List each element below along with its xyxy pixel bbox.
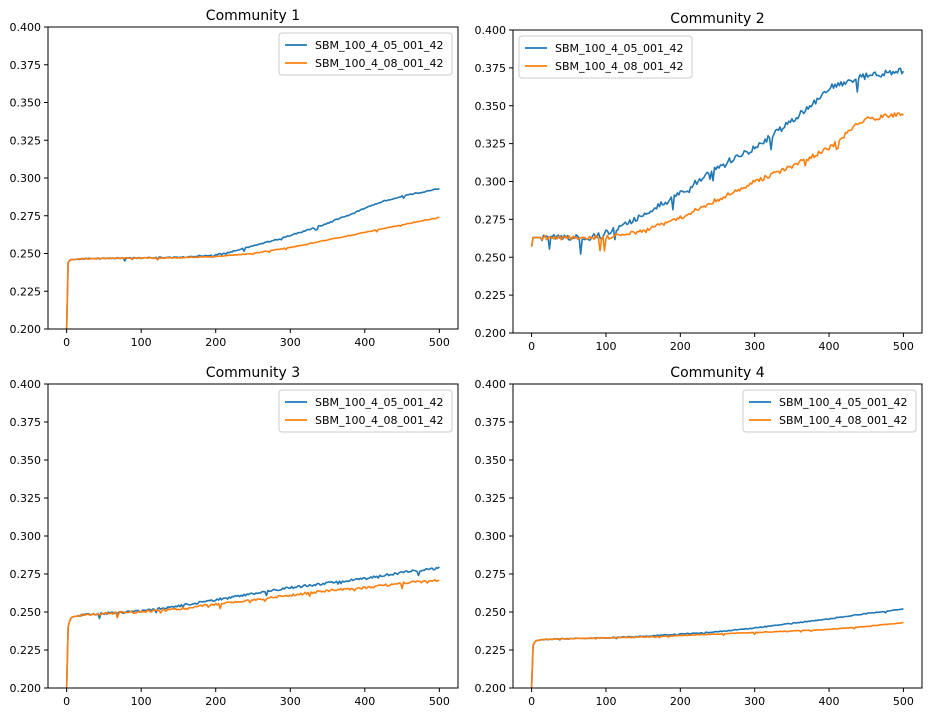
- legend: SBM_100_4_05_001_42 SBM_100_4_08_001_42: [278, 389, 453, 433]
- y-tick-label: 0.300: [10, 172, 42, 185]
- x-tick-label: 300: [280, 695, 301, 708]
- x-tick-label: 500: [893, 695, 914, 708]
- y-tick-label: 0.350: [475, 454, 507, 467]
- series-line-2: [65, 216, 440, 329]
- chart-title: Community 1: [206, 8, 300, 24]
- series-line-2: [530, 621, 904, 688]
- x-tick-label: 200: [670, 695, 691, 708]
- y-tick-label: 0.250: [475, 251, 507, 264]
- y-tick-label: 0.225: [475, 644, 507, 657]
- y-tick-label: 0.350: [10, 454, 42, 467]
- legend-label-1: SBM_100_4_05_001_42: [555, 42, 684, 55]
- y-tick-label: 0.375: [10, 416, 42, 429]
- legend-box: [278, 32, 453, 76]
- y-tick-label: 0.275: [475, 568, 507, 581]
- y-tick-label: 0.375: [475, 62, 507, 75]
- y-tick-label: 0.225: [10, 644, 42, 657]
- x-tick-label: 500: [429, 695, 450, 708]
- legend-label-1: SBM_100_4_05_001_42: [315, 39, 444, 52]
- legend: SBM_100_4_05_001_42 SBM_100_4_08_001_42: [742, 389, 917, 433]
- x-tick-label: 0: [63, 336, 70, 349]
- series-line-2: [65, 578, 440, 688]
- y-tick-label: 0.300: [475, 530, 507, 543]
- chart-title: Community 3: [206, 365, 300, 381]
- chart-title: Community 4: [670, 365, 764, 381]
- x-tick-label: 100: [131, 695, 152, 708]
- x-tick-label: 300: [280, 336, 301, 349]
- x-tick-label: 100: [131, 336, 152, 349]
- legend-label-1: SBM_100_4_05_001_42: [315, 396, 444, 409]
- y-tick-label: 0.400: [475, 378, 507, 391]
- x-tick-label: 100: [595, 340, 616, 353]
- y-tick-label: 0.300: [475, 176, 507, 189]
- x-tick-label: 0: [63, 695, 70, 708]
- y-tick-label: 0.300: [10, 530, 42, 543]
- y-tick-label: 0.275: [475, 213, 507, 226]
- series-line-1: [530, 67, 905, 255]
- chart-panel-4: Community 4 0 100 200 300 400 500 0.200 0.225 0.2…: [475, 365, 923, 708]
- legend: SBM_100_4_05_001_42 SBM_100_4_08_001_42: [278, 32, 453, 76]
- series-line-1: [530, 607, 904, 688]
- x-tick-label: 0: [528, 340, 535, 353]
- y-tick-label: 0.250: [10, 248, 42, 261]
- y-tick-label: 0.350: [475, 100, 507, 113]
- x-tick-label: 400: [354, 336, 375, 349]
- legend: SBM_100_4_05_001_42 SBM_100_4_08_001_42: [518, 35, 693, 79]
- legend-box: [742, 389, 917, 433]
- legend-label-1: SBM_100_4_05_001_42: [779, 396, 908, 409]
- x-tick-label: 400: [354, 695, 375, 708]
- y-tick-label: 0.375: [10, 59, 42, 72]
- x-tick-label: 200: [670, 340, 691, 353]
- chart-panel-1: Community 1 0 100 200 300 400 500 0.200 0.225 0.2…: [10, 8, 459, 349]
- x-tick-label: 400: [819, 340, 840, 353]
- y-tick-label: 0.200: [10, 682, 42, 695]
- y-tick-label: 0.275: [10, 568, 42, 581]
- x-tick-label: 0: [528, 695, 535, 708]
- legend-box: [518, 35, 693, 79]
- y-tick-label: 0.325: [10, 134, 42, 147]
- y-tick-label: 0.325: [10, 492, 42, 505]
- y-tick-label: 0.250: [475, 606, 507, 619]
- x-tick-label: 200: [205, 695, 226, 708]
- legend-box: [278, 389, 453, 433]
- y-tick-label: 0.225: [475, 289, 507, 302]
- x-tick-label: 500: [429, 336, 450, 349]
- series-line-1: [65, 566, 440, 688]
- x-tick-label: 100: [595, 695, 616, 708]
- chart-panel-2: Community 2 0 100 200 300 400 500 0.200 0.225 0.2…: [475, 11, 923, 353]
- y-tick-label: 0.250: [10, 606, 42, 619]
- legend-label-2: SBM_100_4_08_001_42: [315, 57, 444, 70]
- x-tick-label: 500: [893, 340, 914, 353]
- y-tick-label: 0.325: [475, 138, 507, 151]
- y-tick-label: 0.200: [475, 682, 507, 695]
- series-line-2: [530, 112, 904, 252]
- legend-label-2: SBM_100_4_08_001_42: [555, 60, 684, 73]
- y-tick-label: 0.275: [10, 210, 42, 223]
- chart-panel-3: Community 3 0 100 200 300 400 500 0.200 0.225 0.2…: [10, 365, 459, 708]
- y-tick-label: 0.400: [10, 21, 42, 34]
- legend-label-2: SBM_100_4_08_001_42: [779, 414, 908, 427]
- x-tick-label: 400: [819, 695, 840, 708]
- y-tick-label: 0.400: [10, 378, 42, 391]
- x-tick-label: 200: [205, 336, 226, 349]
- chart-title: Community 2: [670, 11, 764, 27]
- y-tick-label: 0.375: [475, 416, 507, 429]
- y-tick-label: 0.325: [475, 492, 507, 505]
- y-tick-label: 0.350: [10, 97, 42, 110]
- y-tick-label: 0.200: [475, 327, 507, 340]
- x-tick-label: 300: [744, 695, 765, 708]
- x-tick-label: 300: [744, 340, 765, 353]
- y-tick-label: 0.225: [10, 285, 42, 298]
- legend-label-2: SBM_100_4_08_001_42: [315, 414, 444, 427]
- y-tick-label: 0.400: [475, 24, 507, 37]
- y-tick-label: 0.200: [10, 323, 42, 336]
